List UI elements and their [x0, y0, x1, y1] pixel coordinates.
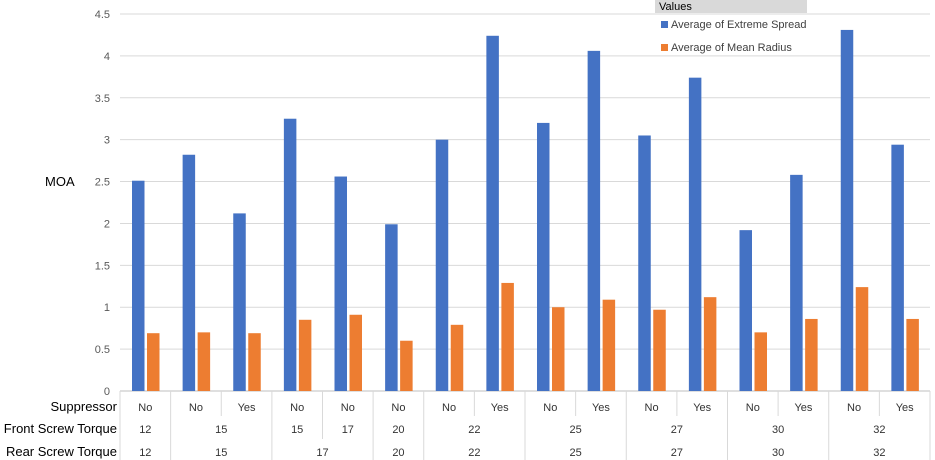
bar-extreme-spread[interactable] — [385, 224, 398, 391]
axis-category-label: No — [189, 402, 203, 414]
axis-category-label: No — [746, 402, 760, 414]
bar-mean-radius[interactable] — [703, 297, 717, 391]
bar-extreme-spread[interactable] — [840, 29, 854, 391]
axis-row-label: Front Screw Torque — [4, 421, 117, 436]
bar-extreme-spread[interactable] — [182, 154, 196, 391]
axis-category-label: Yes — [491, 402, 509, 414]
axis-category-label: 17 — [316, 447, 328, 459]
axis-category-label: 32 — [873, 424, 885, 436]
bar-mean-radius[interactable] — [298, 319, 312, 391]
axis-row-label: Rear Screw Torque — [6, 444, 117, 459]
bar-extreme-spread[interactable] — [435, 139, 449, 391]
axis-category-label: Yes — [693, 402, 711, 414]
axis-category-label: No — [543, 402, 557, 414]
bar-mean-radius[interactable] — [248, 333, 261, 391]
bar-extreme-spread[interactable] — [283, 118, 297, 391]
bar-extreme-spread[interactable] — [486, 35, 499, 391]
bar-mean-radius[interactable] — [754, 332, 768, 391]
y-tick-label: 4.5 — [95, 9, 110, 21]
axis-category-label: Yes — [896, 402, 914, 414]
axis-category-label: Yes — [238, 402, 256, 414]
bar-extreme-spread[interactable] — [739, 230, 753, 391]
legend[interactable]: Values Average of Extreme Spread Average… — [655, 0, 807, 54]
axis-category-label: No — [341, 402, 355, 414]
axis-category-label: 27 — [671, 447, 683, 459]
legend-swatch-mean-radius — [661, 44, 668, 51]
bar-mean-radius[interactable] — [855, 287, 869, 391]
axis-category-label: 15 — [215, 447, 227, 459]
y-tick-label: 2 — [104, 218, 110, 230]
legend-label-extreme-spread: Average of Extreme Spread — [671, 19, 807, 31]
bar-extreme-spread[interactable] — [891, 144, 904, 391]
bar-mean-radius[interactable] — [349, 314, 363, 391]
axis-category-label: 27 — [671, 424, 683, 436]
axis-row-label: Suppressor — [51, 399, 118, 414]
legend-title: Values — [659, 1, 692, 13]
y-tick-label: 2.5 — [95, 177, 110, 189]
bar-extreme-spread[interactable] — [587, 50, 601, 392]
bar-mean-radius[interactable] — [450, 324, 464, 391]
axis-category-label: 30 — [772, 447, 784, 459]
axis-category-label: 17 — [342, 424, 354, 436]
axis-category-label: No — [645, 402, 659, 414]
y-tick-label: 3 — [104, 135, 110, 147]
y-tick-label: 0.5 — [95, 344, 110, 356]
bar-mean-radius[interactable] — [602, 299, 616, 391]
y-tick-label: 4 — [104, 51, 110, 63]
y-tick-label: 3.5 — [95, 93, 110, 105]
axis-category-label: No — [391, 402, 405, 414]
bar-extreme-spread[interactable] — [334, 176, 348, 391]
legend-label-mean-radius: Average of Mean Radius — [671, 42, 792, 54]
bar-mean-radius[interactable] — [147, 333, 160, 391]
bar-mean-radius[interactable] — [906, 318, 919, 391]
y-tick-label: 1.5 — [95, 260, 110, 272]
axis-category-label: 15 — [291, 424, 303, 436]
axis-category-label: 25 — [570, 424, 582, 436]
axis-category-label: Yes — [592, 402, 610, 414]
bars — [132, 29, 919, 392]
bar-mean-radius[interactable] — [552, 307, 565, 391]
bar-mean-radius[interactable] — [501, 282, 514, 391]
y-tick-label: 1 — [104, 302, 110, 314]
axis-category-label: 12 — [139, 447, 151, 459]
axis-category-label: 32 — [873, 447, 885, 459]
axis-category-label: 20 — [392, 424, 404, 436]
bar-extreme-spread[interactable] — [132, 180, 145, 391]
bar-extreme-spread[interactable] — [790, 174, 803, 391]
bar-mean-radius[interactable] — [197, 332, 211, 391]
bar-extreme-spread[interactable] — [537, 122, 550, 392]
bar-mean-radius[interactable] — [653, 309, 666, 391]
y-tick-label: 0 — [104, 386, 110, 398]
axis-category-label: 15 — [215, 424, 227, 436]
axis-category-label: No — [847, 402, 861, 414]
legend-title-box — [655, 0, 807, 13]
axis-category-label: 22 — [468, 447, 480, 459]
bar-extreme-spread[interactable] — [688, 77, 702, 391]
axis-category-label: 20 — [392, 447, 404, 459]
axis-category-label: 12 — [139, 424, 151, 436]
axis-category-label: 22 — [468, 424, 480, 436]
bar-mean-radius[interactable] — [805, 318, 818, 391]
bar-extreme-spread[interactable] — [638, 135, 651, 391]
y-axis-label: MOA — [45, 174, 75, 189]
axis-category-label: 30 — [772, 424, 784, 436]
bar-mean-radius[interactable] — [400, 340, 413, 391]
axis-category-label: No — [442, 402, 456, 414]
category-axis: Suppressor No No Yes No No No No Yes No Yes No Yes No… — [4, 391, 931, 460]
axis-category-label: Yes — [794, 402, 812, 414]
y-axis-ticks: 0 0.5 1 1.5 2 2.5 3 3.5 4 4.5 — [95, 9, 110, 398]
legend-swatch-extreme-spread — [661, 21, 668, 28]
bar-extreme-spread[interactable] — [233, 213, 246, 391]
axis-category-label: No — [138, 402, 152, 414]
axis-category-label: 25 — [570, 447, 582, 459]
axis-category-label: No — [290, 402, 304, 414]
